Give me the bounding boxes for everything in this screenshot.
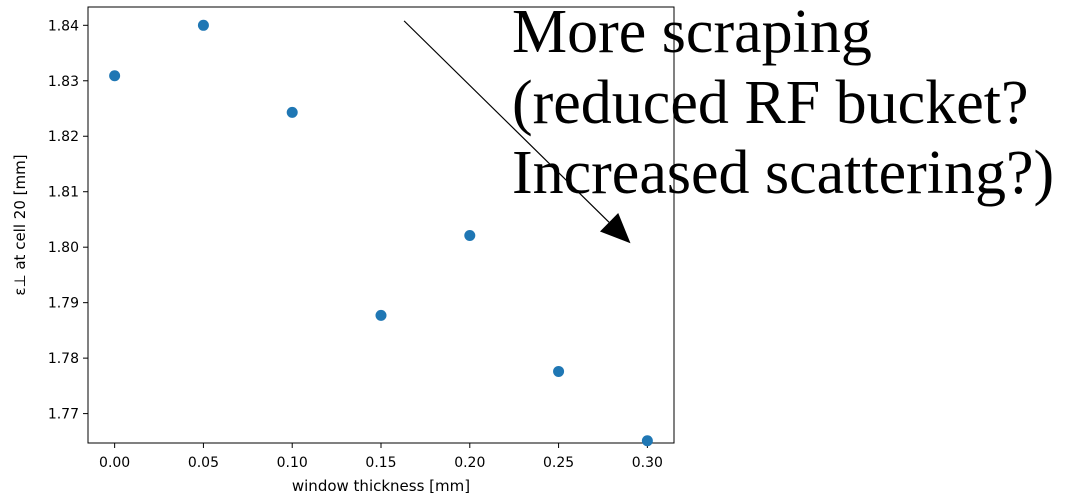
x-axis-label: window thickness [mm] bbox=[292, 477, 470, 495]
x-tick-label: 0.05 bbox=[188, 455, 219, 471]
data-points bbox=[109, 19, 653, 447]
x-tick-label: 0.00 bbox=[99, 455, 130, 471]
y-tick-label: 1.81 bbox=[48, 185, 79, 201]
annotation-line-1: More scraping bbox=[512, 0, 872, 66]
y-tick-label: 1.83 bbox=[48, 74, 79, 90]
data-point bbox=[286, 106, 298, 118]
x-tick-label: 0.15 bbox=[365, 455, 396, 471]
x-tick-label: 0.20 bbox=[454, 455, 485, 471]
data-point bbox=[197, 19, 209, 31]
data-point bbox=[553, 365, 565, 377]
annotation-line-2: (reduced RF bucket? bbox=[512, 69, 1028, 137]
y-tick-label: 1.77 bbox=[48, 407, 79, 423]
data-point bbox=[109, 70, 121, 82]
y-tick-label: 1.78 bbox=[48, 351, 79, 367]
x-tick-label: 0.25 bbox=[543, 455, 574, 471]
annotation-line-3: Increased scattering?) bbox=[512, 139, 1054, 207]
data-point bbox=[375, 309, 387, 321]
y-axis: 1.77 1.78 1.79 1.80 1.81 1.82 1.83 1.84 bbox=[48, 18, 88, 423]
y-tick-label: 1.80 bbox=[48, 240, 79, 256]
y-axis-label: ε⊥ at cell 20 [mm] bbox=[11, 154, 29, 295]
annotation: More scraping (reduced RF bucket? Increa… bbox=[512, 0, 1054, 207]
y-tick-label: 1.79 bbox=[48, 296, 79, 312]
x-axis: 0.00 0.05 0.10 0.15 0.20 0.25 0.30 bbox=[99, 443, 663, 471]
x-tick-label: 0.10 bbox=[277, 455, 308, 471]
y-tick-label: 1.84 bbox=[48, 18, 79, 34]
arrow-shaft bbox=[403, 20, 610, 223]
x-tick-label: 0.30 bbox=[632, 455, 663, 471]
data-point bbox=[641, 435, 653, 447]
data-point bbox=[464, 230, 476, 242]
arrow-head bbox=[599, 213, 631, 244]
annotation-arrow bbox=[403, 20, 631, 244]
y-tick-label: 1.82 bbox=[48, 129, 79, 145]
